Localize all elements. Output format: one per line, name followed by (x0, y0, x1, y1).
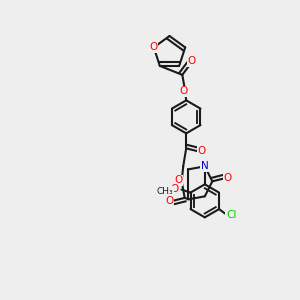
Text: O: O (180, 86, 188, 96)
Text: N: N (201, 161, 209, 171)
Text: O: O (150, 42, 158, 52)
Text: CH₃: CH₃ (157, 187, 173, 196)
Text: O: O (175, 176, 183, 185)
Text: O: O (187, 56, 195, 66)
Text: O: O (170, 184, 178, 194)
Text: O: O (166, 196, 174, 206)
Text: Cl: Cl (226, 210, 236, 220)
Text: O: O (223, 173, 231, 183)
Text: O: O (197, 146, 205, 156)
